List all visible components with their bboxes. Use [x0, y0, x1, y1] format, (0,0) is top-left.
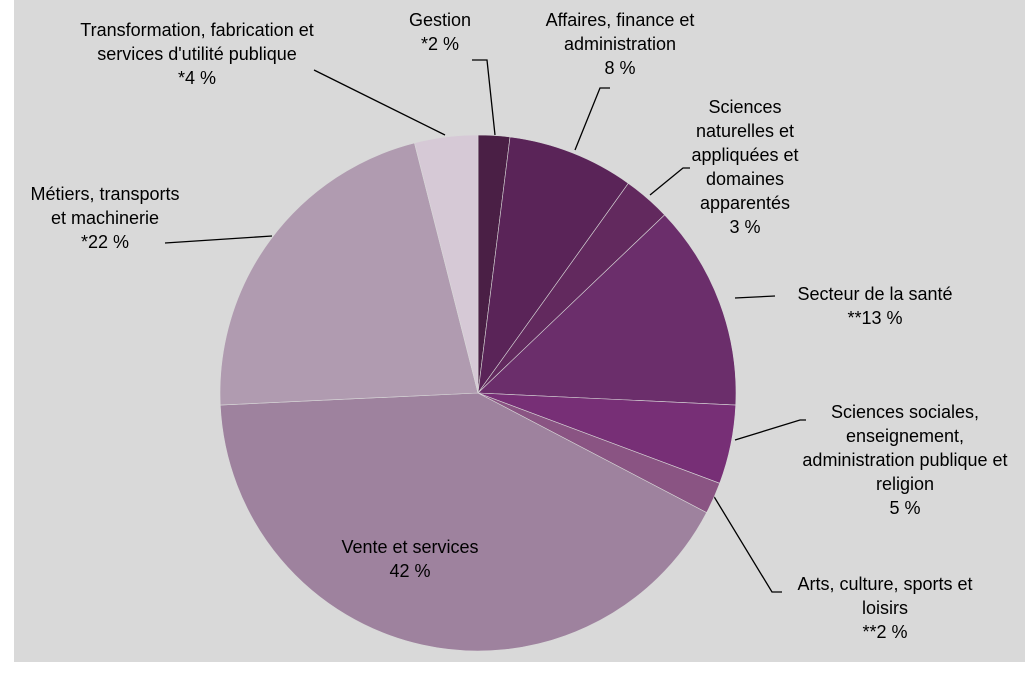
category-label: Affaires, finance et administration — [545, 10, 695, 54]
value-label: *22 % — [80, 232, 130, 252]
slice-label: Arts, culture, sports et loisirs **2 % — [775, 572, 995, 644]
category-label: Sciences naturelles et appliquées et dom… — [691, 97, 799, 213]
value-label: 42 % — [389, 561, 431, 581]
leader-line — [734, 295, 776, 299]
value-label: 8 % — [604, 58, 636, 78]
slice-label: Sciences sociales, enseignement, adminis… — [800, 400, 1010, 520]
value-label: *2 % — [420, 34, 460, 54]
value-label: *4 % — [177, 68, 217, 88]
value-label: 3 % — [729, 217, 761, 237]
category-label: Vente et services — [341, 537, 479, 557]
slice-label: Gestion *2 % — [390, 8, 490, 56]
slice-label: Affaires, finance et administration 8 % — [525, 8, 715, 80]
value-label: **13 % — [847, 308, 903, 328]
leader-lines — [164, 59, 806, 593]
leader-line — [709, 489, 782, 593]
slice-label: Métiers, transports et machinerie *22 % — [30, 182, 180, 254]
slice — [219, 142, 479, 406]
slice-label: Sciences naturelles et appliquées et dom… — [670, 95, 820, 239]
category-label: Sciences sociales, enseignement, adminis… — [802, 402, 1008, 494]
slice — [477, 214, 737, 406]
slice — [219, 392, 707, 652]
value-label: 5 % — [889, 498, 921, 518]
category-label: Transformation, fabrication et services … — [80, 20, 314, 64]
slice — [477, 136, 629, 394]
leader-line — [649, 167, 690, 196]
leader-line — [313, 69, 446, 136]
slice — [414, 134, 479, 394]
category-label: Gestion — [408, 10, 472, 30]
value-label: **2 % — [862, 622, 908, 642]
leader-line — [472, 59, 496, 136]
slice-label: Vente et services 42 % — [310, 535, 510, 583]
leader-line — [164, 235, 273, 244]
slice-label: Transformation, fabrication et services … — [77, 18, 317, 90]
category-label: Secteur de la santé — [797, 284, 953, 304]
category-label: Métiers, transports et machinerie — [30, 184, 180, 228]
leader-line — [574, 87, 610, 151]
leader-line — [734, 419, 806, 441]
category-label: Arts, culture, sports et loisirs — [797, 574, 973, 618]
slice-label: Secteur de la santé **13 % — [765, 282, 985, 330]
